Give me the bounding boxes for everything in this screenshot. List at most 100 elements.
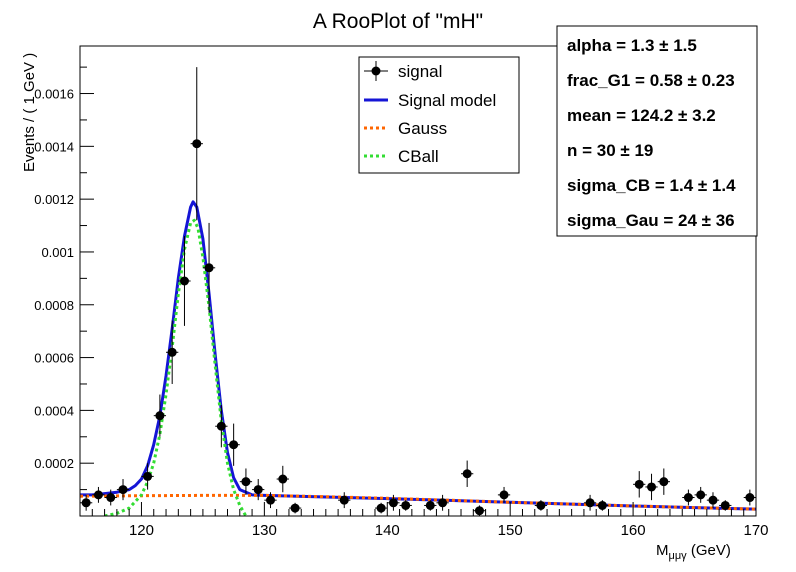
param-label: sigma_Gau = bbox=[567, 211, 678, 230]
data-marker bbox=[266, 495, 276, 505]
y-tick-label: 0.0002 bbox=[34, 456, 74, 471]
data-point bbox=[743, 489, 756, 506]
data-point bbox=[374, 502, 388, 514]
data-point bbox=[215, 405, 228, 448]
data-point bbox=[682, 489, 695, 506]
data-point bbox=[178, 236, 191, 326]
data-marker bbox=[278, 474, 288, 484]
data-marker bbox=[216, 421, 226, 431]
legend-entry-signal-model: Signal model bbox=[364, 91, 496, 110]
x-axis-title: Mμμγ (GeV) bbox=[656, 542, 731, 562]
data-marker bbox=[106, 493, 116, 503]
data-marker bbox=[376, 503, 386, 513]
data-marker bbox=[659, 477, 669, 487]
param-label: n = bbox=[567, 141, 597, 160]
data-marker bbox=[229, 440, 239, 450]
data-point bbox=[276, 465, 289, 493]
data-marker bbox=[290, 503, 300, 513]
data-point bbox=[436, 494, 449, 511]
legend-label-gauss: Gauss bbox=[398, 119, 447, 138]
param-value: 0.58 ± 0.23 bbox=[650, 71, 735, 90]
data-marker bbox=[696, 490, 706, 500]
gauss-curve bbox=[80, 493, 756, 511]
y-tick-label: 0.0014 bbox=[34, 139, 74, 154]
param-label: mean = bbox=[567, 106, 631, 125]
data-point bbox=[227, 423, 240, 466]
data-point bbox=[252, 479, 265, 501]
data-point bbox=[116, 479, 130, 501]
param-value: 24 ± 36 bbox=[678, 211, 735, 230]
param-value: 1.3 ± 1.5 bbox=[631, 36, 697, 55]
x-tick-label: 150 bbox=[498, 522, 523, 539]
data-marker bbox=[425, 500, 435, 510]
x-tick-label: 170 bbox=[743, 522, 768, 539]
data-marker bbox=[339, 495, 349, 505]
data-point bbox=[534, 500, 548, 511]
param-label: alpha = bbox=[567, 36, 631, 55]
data-marker bbox=[204, 263, 214, 273]
param-line: n = 30 ± 19 bbox=[567, 141, 653, 160]
data-point bbox=[596, 500, 609, 511]
data-marker bbox=[253, 485, 263, 495]
chart-title: A RooPlot of "mH" bbox=[313, 10, 483, 33]
data-point bbox=[497, 486, 511, 503]
plot-frame bbox=[79, 45, 757, 517]
y-axis-title: Events / ( 1 GeV ) bbox=[21, 53, 38, 172]
y-tick-label: 0.0012 bbox=[34, 192, 74, 207]
data-marker bbox=[462, 469, 472, 479]
data-point bbox=[694, 486, 707, 503]
data-marker bbox=[155, 411, 165, 421]
data-point bbox=[424, 500, 437, 511]
param-line: sigma_Gau = 24 ± 36 bbox=[567, 211, 735, 230]
y-axis-ticks: 0.0002 0.0004 0.0006 0.0008 0.001 0.0012 0.001… bbox=[34, 66, 94, 491]
data-point bbox=[190, 67, 203, 221]
data-marker bbox=[192, 139, 202, 149]
param-value: 1.4 ± 1.4 bbox=[670, 176, 737, 195]
data-marker bbox=[720, 500, 730, 510]
params-box bbox=[556, 25, 758, 237]
data-marker bbox=[499, 490, 509, 500]
data-marker bbox=[143, 471, 153, 481]
data-point bbox=[264, 492, 277, 509]
y-tick-label: 0.0016 bbox=[34, 87, 74, 102]
curves-layer bbox=[80, 200, 756, 516]
y-tick-label: 0.001 bbox=[41, 245, 74, 260]
data-point bbox=[288, 502, 302, 514]
legend-entry-gauss: Gauss bbox=[364, 119, 447, 138]
x-axis-title-main: M bbox=[656, 542, 669, 559]
cball-curve bbox=[104, 218, 248, 516]
data-marker bbox=[474, 506, 484, 516]
param-line: alpha = 1.3 ± 1.5 bbox=[567, 36, 697, 55]
legend-signal-marker bbox=[371, 66, 381, 76]
param-line: sigma_CB = 1.4 ± 1.4 bbox=[567, 176, 736, 195]
data-point bbox=[104, 489, 117, 506]
data-point bbox=[166, 320, 179, 384]
legend: signal Signal model Gauss CBall bbox=[358, 56, 520, 174]
y-tick-label: 0.0008 bbox=[34, 298, 74, 313]
data-point bbox=[141, 463, 154, 490]
x-axis-ticks: 120 130 140 150 160 170 bbox=[79, 502, 769, 539]
data-point bbox=[633, 471, 646, 498]
data-marker bbox=[745, 493, 755, 503]
x-tick-label: 140 bbox=[375, 522, 400, 539]
data-point bbox=[153, 394, 167, 437]
x-tick-label: 130 bbox=[252, 522, 277, 539]
param-label: sigma_CB = bbox=[567, 176, 670, 195]
data-point bbox=[706, 492, 720, 509]
param-line: frac_G1 = 0.58 ± 0.23 bbox=[567, 71, 735, 90]
data-point bbox=[92, 486, 105, 503]
data-marker bbox=[179, 276, 189, 286]
legend-box bbox=[358, 56, 520, 174]
data-point bbox=[202, 222, 216, 313]
data-marker bbox=[536, 500, 546, 510]
data-point bbox=[719, 500, 732, 511]
y-tick-label: 0.0004 bbox=[34, 403, 74, 418]
param-line: mean = 124.2 ± 3.2 bbox=[567, 106, 716, 125]
fit-parameters-box: alpha = 1.3 ± 1.5 frac_G1 = 0.58 ± 0.23 me… bbox=[556, 25, 758, 237]
y-tick-label: 0.0006 bbox=[34, 351, 74, 366]
data-marker bbox=[683, 493, 693, 503]
legend-entry-signal: signal bbox=[364, 61, 442, 81]
data-marker bbox=[647, 482, 657, 492]
